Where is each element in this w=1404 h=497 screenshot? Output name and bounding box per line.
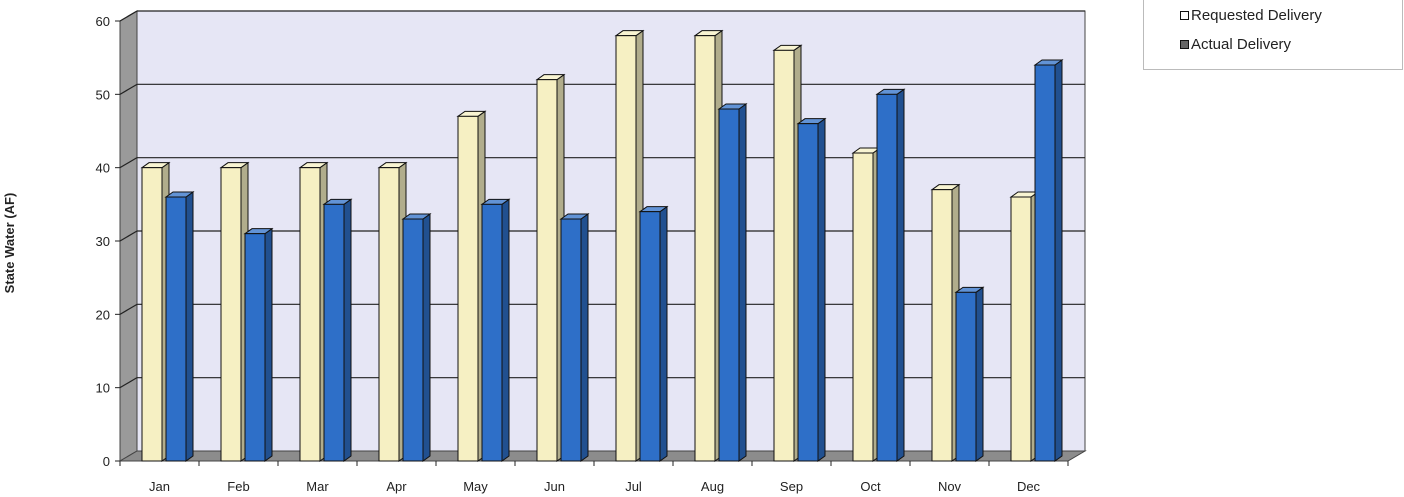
bar-side [422, 213, 431, 462]
bar-front [378, 167, 400, 462]
bar-actual-delivery-oct [875, 88, 906, 462]
bar-side [185, 191, 194, 462]
gridline-diag [119, 83, 138, 95]
bar-front [955, 291, 977, 462]
y-tick-label: 50 [96, 87, 110, 102]
bar-requested-delivery-feb [219, 161, 250, 462]
bar-requested-delivery-jan [140, 161, 171, 462]
x-tick-label: Oct [860, 479, 881, 494]
bar-side [264, 227, 273, 462]
x-tick-label: Feb [227, 479, 249, 494]
gridline-diag [119, 377, 138, 389]
bar-actual-delivery-feb [243, 227, 274, 462]
bar-actual-delivery-jun [559, 213, 590, 462]
bar-front [299, 167, 321, 462]
gridline-diag [119, 10, 138, 22]
bar-requested-delivery-may [456, 110, 487, 462]
bar-front [931, 189, 953, 462]
bar-actual-delivery-sep [796, 117, 827, 462]
bar-actual-delivery-aug [717, 103, 748, 462]
bar-front [718, 108, 740, 462]
bar-requested-delivery-nov [930, 183, 961, 462]
x-tick-label: Apr [386, 479, 407, 494]
x-tick-label: Jan [149, 479, 170, 494]
x-tick-label: Jul [625, 479, 642, 494]
bar-front [244, 233, 266, 462]
bar-actual-delivery-dec [1033, 59, 1064, 462]
bar-front [560, 218, 582, 462]
bar-front [141, 167, 163, 462]
bar-side [1054, 59, 1063, 462]
bar-requested-delivery-oct [851, 147, 882, 462]
bar-requested-delivery-aug [693, 29, 724, 462]
bar-front [323, 203, 345, 462]
legend-label-requested: Requested Delivery [1191, 7, 1322, 24]
bar-side [343, 198, 352, 462]
bar-front [165, 196, 187, 462]
bar-side [580, 213, 589, 462]
legend-label-actual: Actual Delivery [1191, 36, 1292, 53]
legend: Requested Delivery Actual Delivery [1143, 0, 1403, 70]
bar-front [797, 123, 819, 462]
legend-swatch-requested [1180, 11, 1189, 20]
y-tick-label: 30 [96, 234, 110, 249]
gridlines [119, 10, 1085, 389]
y-tick-label: 0 [103, 454, 110, 469]
bar-side [659, 205, 668, 462]
bar-requested-delivery-jul [614, 29, 645, 462]
x-tick-label: Nov [938, 479, 962, 494]
bar-front [457, 115, 479, 462]
bar-actual-delivery-may [480, 198, 511, 462]
bar-side [896, 88, 905, 462]
bar-front [852, 152, 874, 462]
bar-front [402, 218, 424, 462]
x-tick-label: Mar [306, 479, 329, 494]
bar-requested-delivery-jun [535, 73, 566, 462]
y-tick-label: 40 [96, 161, 110, 176]
x-tick-label: Dec [1017, 479, 1041, 494]
gridline-diag [119, 157, 138, 169]
bar-requested-delivery-dec [1009, 191, 1040, 462]
bar-front [694, 35, 716, 462]
bar-side [738, 103, 747, 462]
bar-actual-delivery-jan [164, 191, 195, 462]
gridline-diag [119, 230, 138, 242]
bar-front [1010, 196, 1032, 462]
y-axis-title: State Water (AF) [2, 193, 17, 294]
bar-front [536, 79, 558, 462]
x-tick-label: Jun [544, 479, 565, 494]
bar-actual-delivery-nov [954, 286, 985, 462]
bar-actual-delivery-mar [322, 198, 353, 462]
x-axis-ticks: Jan Feb Mar Apr May Jun Jul Aug Sep Oct Nov Dec [119, 461, 1069, 494]
y-tick-label: 20 [96, 307, 110, 322]
bar-front [481, 203, 503, 462]
x-tick-label: Sep [780, 479, 803, 494]
bar-front [220, 167, 242, 462]
bar-front [876, 93, 898, 462]
y-tick-label: 10 [96, 381, 110, 396]
bars [140, 29, 1064, 462]
x-tick-label: Aug [701, 479, 724, 494]
bar-actual-delivery-apr [401, 213, 432, 462]
bar-front [615, 35, 637, 462]
bar-side [817, 117, 826, 462]
y-tick-label: 60 [96, 14, 110, 29]
bar-requested-delivery-apr [377, 161, 408, 462]
legend-swatch-actual [1180, 40, 1189, 49]
bar-front [773, 49, 795, 462]
bar-requested-delivery-sep [772, 44, 803, 462]
bar-actual-delivery-jul [638, 205, 669, 462]
y-axis-ticks: 0 10 20 30 40 50 60 [96, 14, 120, 469]
legend-item-actual: Actual Delivery [1180, 36, 1291, 53]
legend-item-requested: Requested Delivery [1180, 7, 1322, 24]
bar-front [1034, 64, 1056, 462]
x-tick-label: May [463, 479, 488, 494]
bar-side [975, 286, 984, 462]
bar-side [501, 198, 510, 462]
gridline-diag [119, 303, 138, 315]
bar-requested-delivery-mar [298, 161, 329, 462]
bar-front [639, 211, 661, 462]
